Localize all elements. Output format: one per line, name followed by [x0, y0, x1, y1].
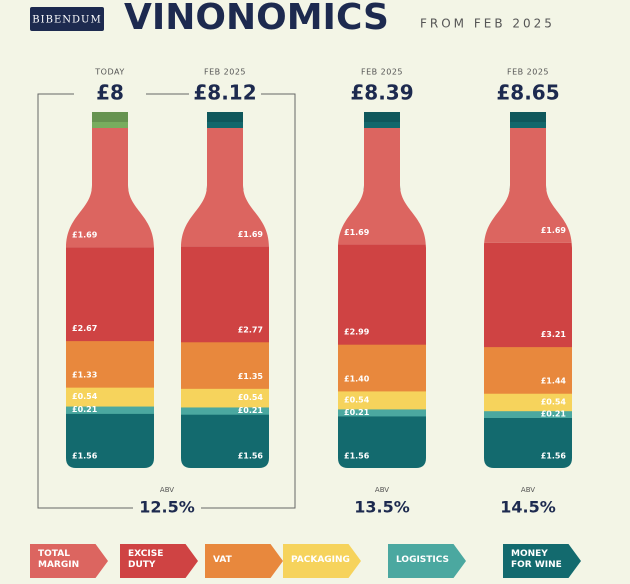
category-label: FEB 2025 [507, 68, 549, 77]
data-label: £0.54 [72, 392, 98, 401]
legend-item: MONEY FOR WINE [503, 544, 581, 578]
data-label: £1.56 [344, 452, 370, 461]
bar-segment [484, 410, 572, 419]
legend-item: TOTAL MARGIN [30, 544, 108, 578]
abv-value: 13.5% [354, 498, 410, 517]
price-label: £8.65 [496, 81, 559, 105]
data-label: £1.69 [72, 231, 98, 240]
bar-segment [181, 406, 269, 415]
legend-item: EXCISE DUTY [120, 544, 198, 578]
bar-segment [66, 406, 154, 414]
bar-segment [66, 340, 154, 388]
bar-segment [66, 413, 154, 468]
data-label: £0.54 [541, 397, 567, 406]
legend-item: PACKAGING [283, 544, 361, 578]
bar-segment [484, 242, 572, 348]
chart-title: VINONOMICS [124, 0, 389, 38]
abv-label: ABV [521, 486, 535, 494]
bar-segment [338, 244, 426, 345]
abv-value: 12.5% [139, 498, 195, 517]
neck-ring [508, 112, 548, 122]
data-label: £0.21 [238, 406, 264, 415]
abv-label: ABV [160, 486, 174, 494]
bar-segment [181, 388, 269, 408]
bar-segment [181, 341, 269, 389]
bar-segment [181, 414, 269, 468]
bar-segment [338, 344, 426, 392]
bar-segment [484, 417, 572, 468]
data-label: £1.33 [72, 371, 97, 380]
data-label: £2.67 [72, 324, 97, 333]
data-label: £1.56 [238, 452, 264, 461]
bar-segment [66, 387, 154, 407]
price-label: £8.12 [193, 81, 256, 105]
data-label: £1.56 [541, 452, 567, 461]
data-label: £0.54 [344, 395, 370, 404]
data-label: £1.69 [541, 226, 567, 235]
brand: BIBENDUM [32, 15, 101, 26]
bar-segment [338, 415, 426, 468]
neck-ring [362, 112, 402, 122]
data-label: £0.21 [344, 408, 370, 417]
data-label: £2.99 [344, 328, 370, 337]
data-label: £1.40 [344, 374, 370, 383]
abv-value: 14.5% [500, 498, 556, 517]
bar-segment [484, 346, 572, 394]
data-label: £3.21 [541, 330, 567, 339]
data-label: £1.69 [238, 230, 264, 239]
legend-item: LOGISTICS [388, 544, 466, 578]
category-label: FEB 2025 [204, 68, 246, 77]
price-label: £8 [96, 81, 124, 105]
data-label: £1.44 [541, 377, 567, 386]
category-label: TODAY [94, 68, 124, 77]
neck-ring [90, 112, 130, 122]
legend: TOTAL MARGIN EXCISE DUTY VAT PACKAGING LOGIS… [0, 544, 630, 580]
price-label: £8.39 [350, 81, 413, 105]
data-label: £1.35 [238, 372, 264, 381]
bar-segment [484, 393, 572, 412]
bar-segment [181, 128, 269, 247]
data-label: £0.21 [72, 405, 98, 414]
bar-segment [66, 247, 154, 342]
neck-ring [205, 112, 245, 122]
brand-box [30, 7, 104, 31]
data-label: £1.56 [72, 452, 98, 461]
bar-segment [181, 246, 269, 343]
data-label: £2.77 [238, 325, 263, 334]
bar-segment [66, 128, 154, 248]
bar-segment [338, 408, 426, 417]
category-label: FEB 2025 [361, 68, 403, 77]
legend-item: VAT [205, 544, 283, 578]
bar-segment [338, 390, 426, 410]
data-label: £0.54 [238, 393, 264, 402]
data-label: £0.21 [541, 410, 567, 419]
chart: BIBENDUM VINONOMICS FROM FEB 2025 £1.56 £… [30, 0, 572, 517]
chart-subtitle: FROM FEB 2025 [420, 17, 555, 31]
abv-label: ABV [375, 486, 389, 494]
data-label: £1.69 [344, 228, 370, 237]
